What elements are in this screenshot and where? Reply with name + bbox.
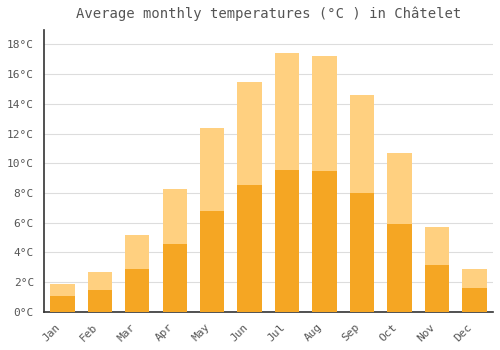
Bar — [238, 82, 262, 185]
Bar — [275, 53, 299, 170]
Bar — [350, 95, 374, 192]
Bar — [312, 172, 336, 312]
Bar — [88, 272, 112, 290]
Bar — [462, 269, 486, 288]
Bar — [424, 265, 449, 312]
Bar — [50, 296, 74, 312]
Bar — [388, 224, 411, 312]
Bar — [50, 284, 74, 296]
Bar — [388, 153, 411, 224]
Bar — [125, 234, 150, 270]
Bar — [200, 211, 224, 312]
Bar — [350, 193, 374, 312]
Bar — [275, 170, 299, 312]
Bar — [162, 244, 187, 312]
Bar — [125, 270, 150, 312]
Bar — [424, 227, 449, 265]
Title: Average monthly temperatures (°C ) in Châtelet: Average monthly temperatures (°C ) in Ch… — [76, 7, 461, 21]
Bar — [462, 288, 486, 312]
Bar — [200, 128, 224, 211]
Bar — [88, 290, 112, 312]
Bar — [238, 185, 262, 312]
Bar — [312, 56, 336, 172]
Bar — [162, 189, 187, 244]
